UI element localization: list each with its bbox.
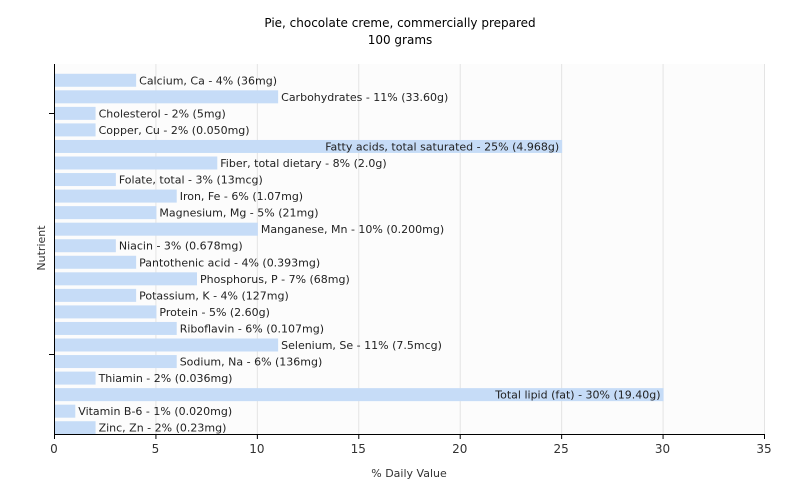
bar-label: Vitamin B-6 - 1% (0.020mg) — [78, 405, 232, 418]
bar — [55, 139, 563, 153]
bar — [55, 222, 258, 236]
x-tick-label: 25 — [554, 442, 569, 456]
bar-label: Pantothenic acid - 4% (0.393mg) — [139, 256, 320, 269]
bar — [55, 421, 96, 435]
chart-subtitle: 100 grams — [367, 33, 433, 47]
bar-label: Riboflavin - 6% (0.107mg) — [180, 322, 324, 335]
x-tick-label: 10 — [249, 442, 264, 456]
bar — [55, 388, 664, 402]
bar — [55, 173, 116, 187]
bar-label: Cholesterol - 2% (5mg) — [99, 107, 226, 120]
bar — [55, 189, 177, 203]
bar — [55, 305, 157, 319]
bar-label: Selenium, Se - 11% (7.5mcg) — [281, 339, 442, 352]
x-tick-label: 30 — [655, 442, 670, 456]
bar-label: Protein - 5% (2.60g) — [159, 306, 270, 319]
bar — [55, 321, 177, 335]
bar-label: Fatty acids, total saturated - 25% (4.96… — [325, 140, 559, 153]
bar — [55, 73, 137, 87]
bar-label: Calcium, Ca - 4% (36mg) — [139, 74, 277, 87]
bar-label: Manganese, Mn - 10% (0.200mg) — [261, 223, 444, 236]
bar-label: Niacin - 3% (0.678mg) — [119, 240, 243, 253]
bar — [55, 156, 218, 170]
x-tick-label: 15 — [351, 442, 366, 456]
bar — [55, 272, 197, 286]
bar — [55, 90, 279, 104]
bar-label: Carbohydrates - 11% (33.60g) — [281, 91, 448, 104]
bar — [55, 106, 96, 120]
bar — [55, 123, 96, 137]
gridlines — [155, 64, 765, 434]
axes: 0 5 10 15 20 25 30 35 — [49, 64, 772, 456]
bar-label: Thiamin - 2% (0.036mg) — [98, 372, 233, 385]
bar-label: Iron, Fe - 6% (1.07mg) — [180, 190, 303, 203]
bar-label: Zinc, Zn - 2% (0.23mg) — [99, 422, 227, 435]
bar-label: Phosphorus, P - 7% (68mg) — [200, 273, 350, 286]
x-tick-label: 20 — [452, 442, 467, 456]
bar-label: Fiber, total dietary - 8% (2.0g) — [220, 157, 386, 170]
bar — [55, 239, 116, 253]
x-tick-label: 35 — [756, 442, 771, 456]
x-tick-label: 5 — [152, 442, 160, 456]
bar — [55, 338, 279, 352]
chart-title-block: Pie, chocolate creme, commercially prepa… — [0, 15, 800, 49]
bar-label: Potassium, K - 4% (127mg) — [139, 289, 289, 302]
bar — [55, 206, 157, 220]
chart-title: Pie, chocolate creme, commercially prepa… — [264, 16, 536, 30]
plot-background — [54, 64, 764, 434]
bar-label: Magnesium, Mg - 5% (21mg) — [159, 207, 318, 220]
bar-label: Folate, total - 3% (13mcg) — [119, 174, 263, 187]
bar — [55, 371, 96, 385]
bar — [55, 355, 177, 369]
x-axis-label: % Daily Value — [371, 467, 447, 480]
bar — [55, 255, 137, 269]
bar — [55, 404, 76, 418]
bars: Calcium, Ca - 4% (36mg) Carbohydrates - 1… — [55, 73, 664, 435]
bar-label: Total lipid (fat) - 30% (19.40g) — [494, 389, 660, 402]
bar-label: Copper, Cu - 2% (0.050mg) — [99, 124, 250, 137]
y-axis-label: Nutrient — [35, 225, 48, 271]
x-tick-label: 0 — [50, 442, 58, 456]
bar — [55, 288, 137, 302]
bar-label: Sodium, Na - 6% (136mg) — [180, 356, 323, 369]
plot-area — [54, 64, 764, 434]
